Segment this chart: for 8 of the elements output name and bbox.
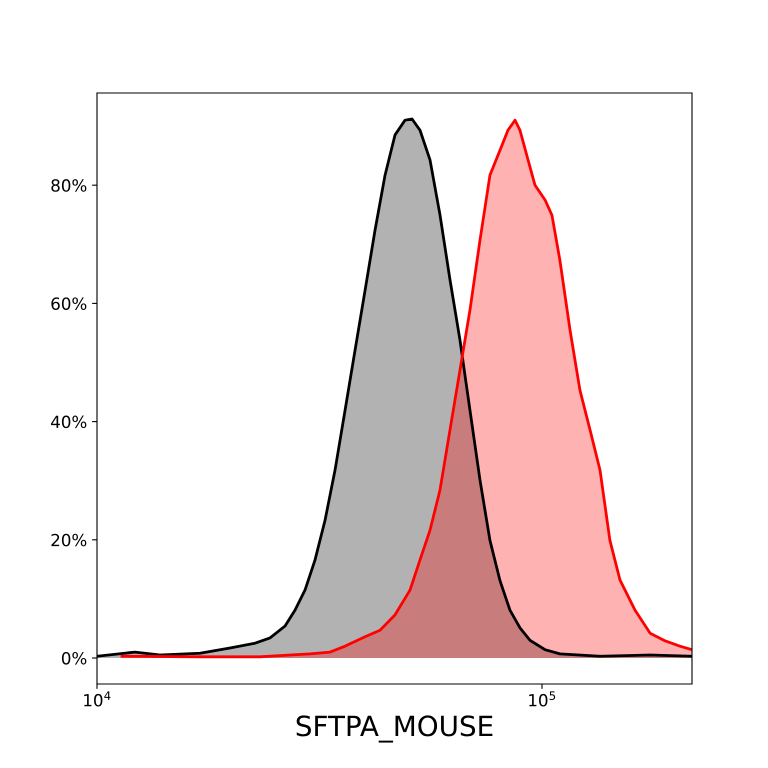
y-tick-label: 0% [62,652,86,665]
y-tick-label: 60% [51,297,86,310]
y-tick-label: 20% [51,534,86,546]
x-tick-label: 10$^{4}$ [84,691,110,707]
y-tick-label: 80% [51,179,86,192]
y-tick-label: 40% [51,416,86,428]
x-tick-label: 10$^{5}$ [529,691,556,707]
x-axis-title: SFTPA_MOUSE [296,715,492,743]
